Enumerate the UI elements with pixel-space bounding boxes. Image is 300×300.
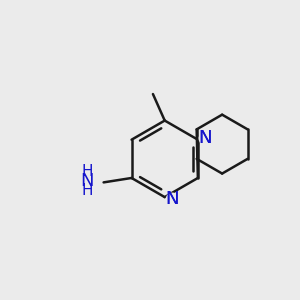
Text: N: N: [165, 190, 179, 208]
Text: N: N: [199, 129, 212, 147]
Text: N: N: [165, 190, 179, 208]
Text: H: H: [82, 183, 93, 198]
Text: N: N: [81, 172, 94, 190]
Text: N: N: [199, 129, 212, 147]
Text: H: H: [82, 164, 93, 179]
